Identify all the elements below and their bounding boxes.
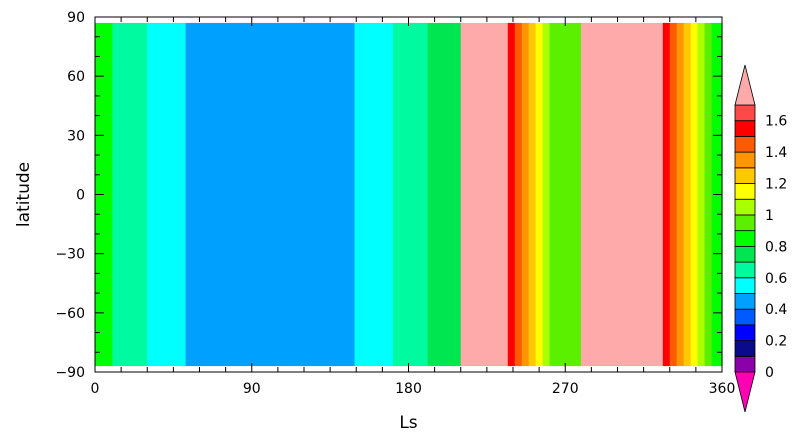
colorbar-box xyxy=(734,277,756,294)
contour-band-8 xyxy=(460,22,509,367)
contour-band-2 xyxy=(112,22,148,367)
contour-band-6 xyxy=(392,22,429,367)
contour-band-5 xyxy=(354,22,394,367)
colorbar-box xyxy=(734,230,756,247)
colorbar: 0 0.2 0.4 0.6 0.8 1 1.2 1.4 1.6 xyxy=(734,64,787,413)
contour-band-14 xyxy=(542,22,551,367)
contour-band-17 xyxy=(662,22,671,367)
contour-band-23 xyxy=(704,22,713,367)
contour-band-22 xyxy=(697,22,706,367)
colorbar-label: 0 xyxy=(765,365,774,381)
colorbar-box xyxy=(734,355,756,373)
colorbar-box xyxy=(734,198,756,216)
colorbar-label: 0.8 xyxy=(765,239,787,255)
y-axis-title: latitude xyxy=(14,162,34,227)
colorbar-box xyxy=(734,214,756,232)
y-tick-label: −60 xyxy=(55,306,85,322)
colorbar-under-triangle xyxy=(734,371,756,413)
y-tick-label: 0 xyxy=(76,188,85,204)
colorbar-box xyxy=(734,104,756,122)
x-tick-label: 180 xyxy=(395,381,422,397)
contour-band-9 xyxy=(507,22,516,367)
y-tick-label: −30 xyxy=(55,247,85,263)
x-tick-label: 270 xyxy=(552,381,579,397)
contour-band-19 xyxy=(676,22,685,367)
colorbar-box xyxy=(734,120,756,137)
colorbar-over-triangle xyxy=(734,64,756,106)
colorbar-box xyxy=(734,340,756,357)
contour-band-7 xyxy=(427,22,462,367)
contour-band-20 xyxy=(683,22,692,367)
colorbar-box xyxy=(734,308,756,326)
colorbar-box xyxy=(734,167,756,184)
y-tick-label: 30 xyxy=(67,128,85,144)
colorbar-box xyxy=(734,151,756,169)
y-tick-label: −90 xyxy=(55,365,85,381)
colorbar-box xyxy=(734,183,756,200)
x-tick-label: 0 xyxy=(91,381,100,397)
contour-band-13 xyxy=(535,22,544,367)
y-tick-label: 90 xyxy=(67,10,85,26)
x-tick-label: 90 xyxy=(243,381,261,397)
y-tick-label: 60 xyxy=(67,69,85,85)
contour-band-15 xyxy=(549,22,582,367)
x-tick-label: 360 xyxy=(709,381,736,397)
contour-band-21 xyxy=(690,22,699,367)
colorbar-label: 0.6 xyxy=(765,271,787,287)
colorbar-label: 1.2 xyxy=(765,177,787,193)
colorbar-label: 1.6 xyxy=(765,114,787,130)
colorbar-box xyxy=(734,136,756,153)
contour-band-10 xyxy=(514,22,523,367)
colorbar-box xyxy=(734,324,756,341)
y-axis: −90 −60 −30 0 30 60 90 xyxy=(55,10,722,381)
contour-band-11 xyxy=(521,22,530,367)
contour-band-1 xyxy=(95,22,114,367)
contour-band-16 xyxy=(580,22,664,367)
colorbar-box xyxy=(734,261,756,279)
contour-band-3 xyxy=(147,22,187,367)
colorbar-label: 0.4 xyxy=(765,302,787,318)
contour-band-18 xyxy=(669,22,678,367)
colorbar-box xyxy=(734,245,756,263)
contour-bands xyxy=(95,22,723,367)
x-axis: 0 90 180 270 360 xyxy=(91,17,736,397)
colorbar-label: 1.4 xyxy=(765,145,787,161)
x-axis-title: Ls xyxy=(399,413,417,433)
colorbar-label: 0.2 xyxy=(765,334,787,350)
colorbar-box xyxy=(734,293,756,310)
contour-band-12 xyxy=(528,22,537,367)
colorbar-label: 1 xyxy=(765,208,774,224)
contour-band-4 xyxy=(185,22,356,367)
